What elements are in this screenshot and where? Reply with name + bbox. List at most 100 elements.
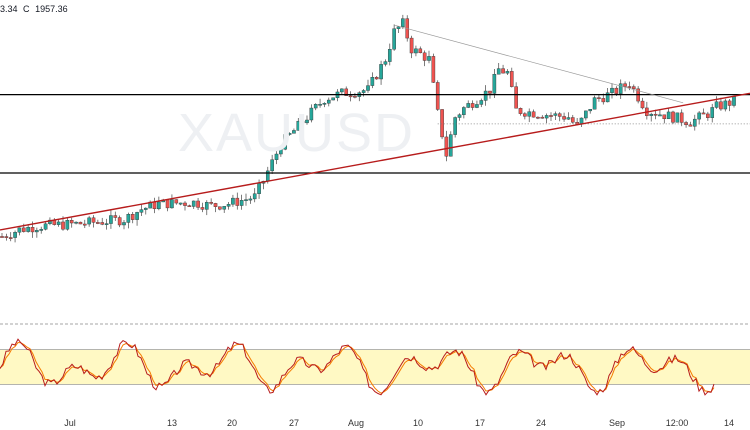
x-tick-label: 10 bbox=[413, 418, 423, 428]
candle bbox=[662, 114, 667, 124]
candle bbox=[370, 72, 375, 89]
candle bbox=[671, 110, 675, 125]
candle bbox=[248, 195, 253, 204]
candle bbox=[100, 217, 105, 226]
candle bbox=[597, 94, 601, 102]
candle bbox=[204, 200, 209, 216]
candle bbox=[96, 219, 100, 225]
candle bbox=[540, 115, 545, 119]
candle bbox=[501, 64, 505, 74]
candle bbox=[557, 112, 562, 122]
candle bbox=[244, 193, 248, 206]
candle bbox=[679, 109, 684, 127]
candle bbox=[549, 112, 553, 121]
candle bbox=[296, 118, 301, 131]
candle bbox=[531, 109, 536, 118]
candle bbox=[675, 112, 680, 123]
candle bbox=[462, 106, 466, 119]
candle bbox=[104, 218, 109, 230]
candle bbox=[514, 82, 518, 109]
candle bbox=[723, 98, 728, 112]
x-tick-label: 13 bbox=[167, 418, 177, 428]
candle bbox=[523, 112, 527, 120]
candle bbox=[148, 200, 152, 209]
candle bbox=[492, 68, 497, 99]
candle bbox=[322, 102, 327, 108]
stoch-d-line bbox=[0, 341, 715, 394]
candle bbox=[496, 62, 501, 75]
candle bbox=[65, 217, 70, 231]
candle bbox=[592, 95, 597, 110]
candle bbox=[448, 131, 453, 157]
candle bbox=[8, 232, 13, 242]
candle bbox=[706, 111, 710, 121]
candle bbox=[588, 109, 593, 114]
candle bbox=[431, 53, 436, 83]
candle bbox=[658, 109, 662, 117]
candle bbox=[326, 97, 331, 107]
candle bbox=[366, 79, 370, 93]
candle bbox=[579, 117, 584, 128]
ohlc-readout: 3.34 C 1957.36 bbox=[0, 4, 71, 14]
candle bbox=[623, 81, 627, 92]
candle bbox=[383, 59, 388, 67]
candle bbox=[0, 232, 4, 238]
candle bbox=[544, 113, 549, 124]
candle bbox=[414, 45, 418, 57]
candle bbox=[183, 201, 187, 211]
candle bbox=[283, 130, 288, 151]
candle bbox=[692, 114, 697, 131]
candle bbox=[509, 67, 514, 88]
candle bbox=[200, 202, 205, 213]
candle bbox=[470, 100, 475, 111]
candle bbox=[466, 100, 471, 109]
candle bbox=[666, 107, 671, 120]
candle bbox=[235, 192, 240, 210]
candle bbox=[645, 101, 649, 120]
rising-trendline bbox=[0, 92, 750, 231]
x-tick-label: 27 bbox=[289, 418, 299, 428]
candle bbox=[178, 202, 183, 206]
candle bbox=[226, 202, 231, 210]
candle bbox=[218, 206, 222, 211]
candle bbox=[649, 112, 654, 122]
ohlc-fragment: 3.34 bbox=[0, 4, 18, 14]
x-tick-label: 20 bbox=[227, 418, 237, 428]
candle bbox=[357, 91, 362, 102]
candle bbox=[570, 114, 575, 124]
candle bbox=[640, 97, 645, 110]
candle bbox=[340, 88, 344, 95]
candle bbox=[313, 103, 318, 111]
candle bbox=[300, 120, 305, 127]
candle bbox=[157, 196, 161, 211]
x-tick-label: 12:00 bbox=[666, 418, 689, 428]
candle bbox=[475, 100, 479, 109]
candle bbox=[601, 93, 606, 105]
candle bbox=[74, 221, 78, 225]
candle bbox=[527, 108, 532, 123]
candle bbox=[87, 215, 91, 227]
candle bbox=[584, 110, 588, 121]
candle bbox=[605, 88, 610, 103]
candle bbox=[374, 75, 379, 80]
candle bbox=[710, 103, 715, 123]
candle bbox=[213, 202, 218, 213]
close-label: C bbox=[23, 4, 30, 14]
candle bbox=[361, 89, 366, 97]
candle bbox=[4, 233, 9, 241]
candle bbox=[553, 111, 558, 121]
candle bbox=[279, 146, 283, 157]
candle bbox=[518, 107, 523, 116]
candle bbox=[562, 112, 566, 122]
candle bbox=[618, 79, 623, 99]
candle bbox=[719, 97, 723, 111]
candle bbox=[305, 115, 309, 125]
candle bbox=[222, 206, 227, 213]
candle bbox=[231, 194, 235, 207]
candle bbox=[109, 209, 113, 229]
candle bbox=[143, 207, 148, 215]
candle bbox=[152, 197, 157, 214]
candle bbox=[396, 26, 401, 34]
candle bbox=[701, 108, 706, 115]
